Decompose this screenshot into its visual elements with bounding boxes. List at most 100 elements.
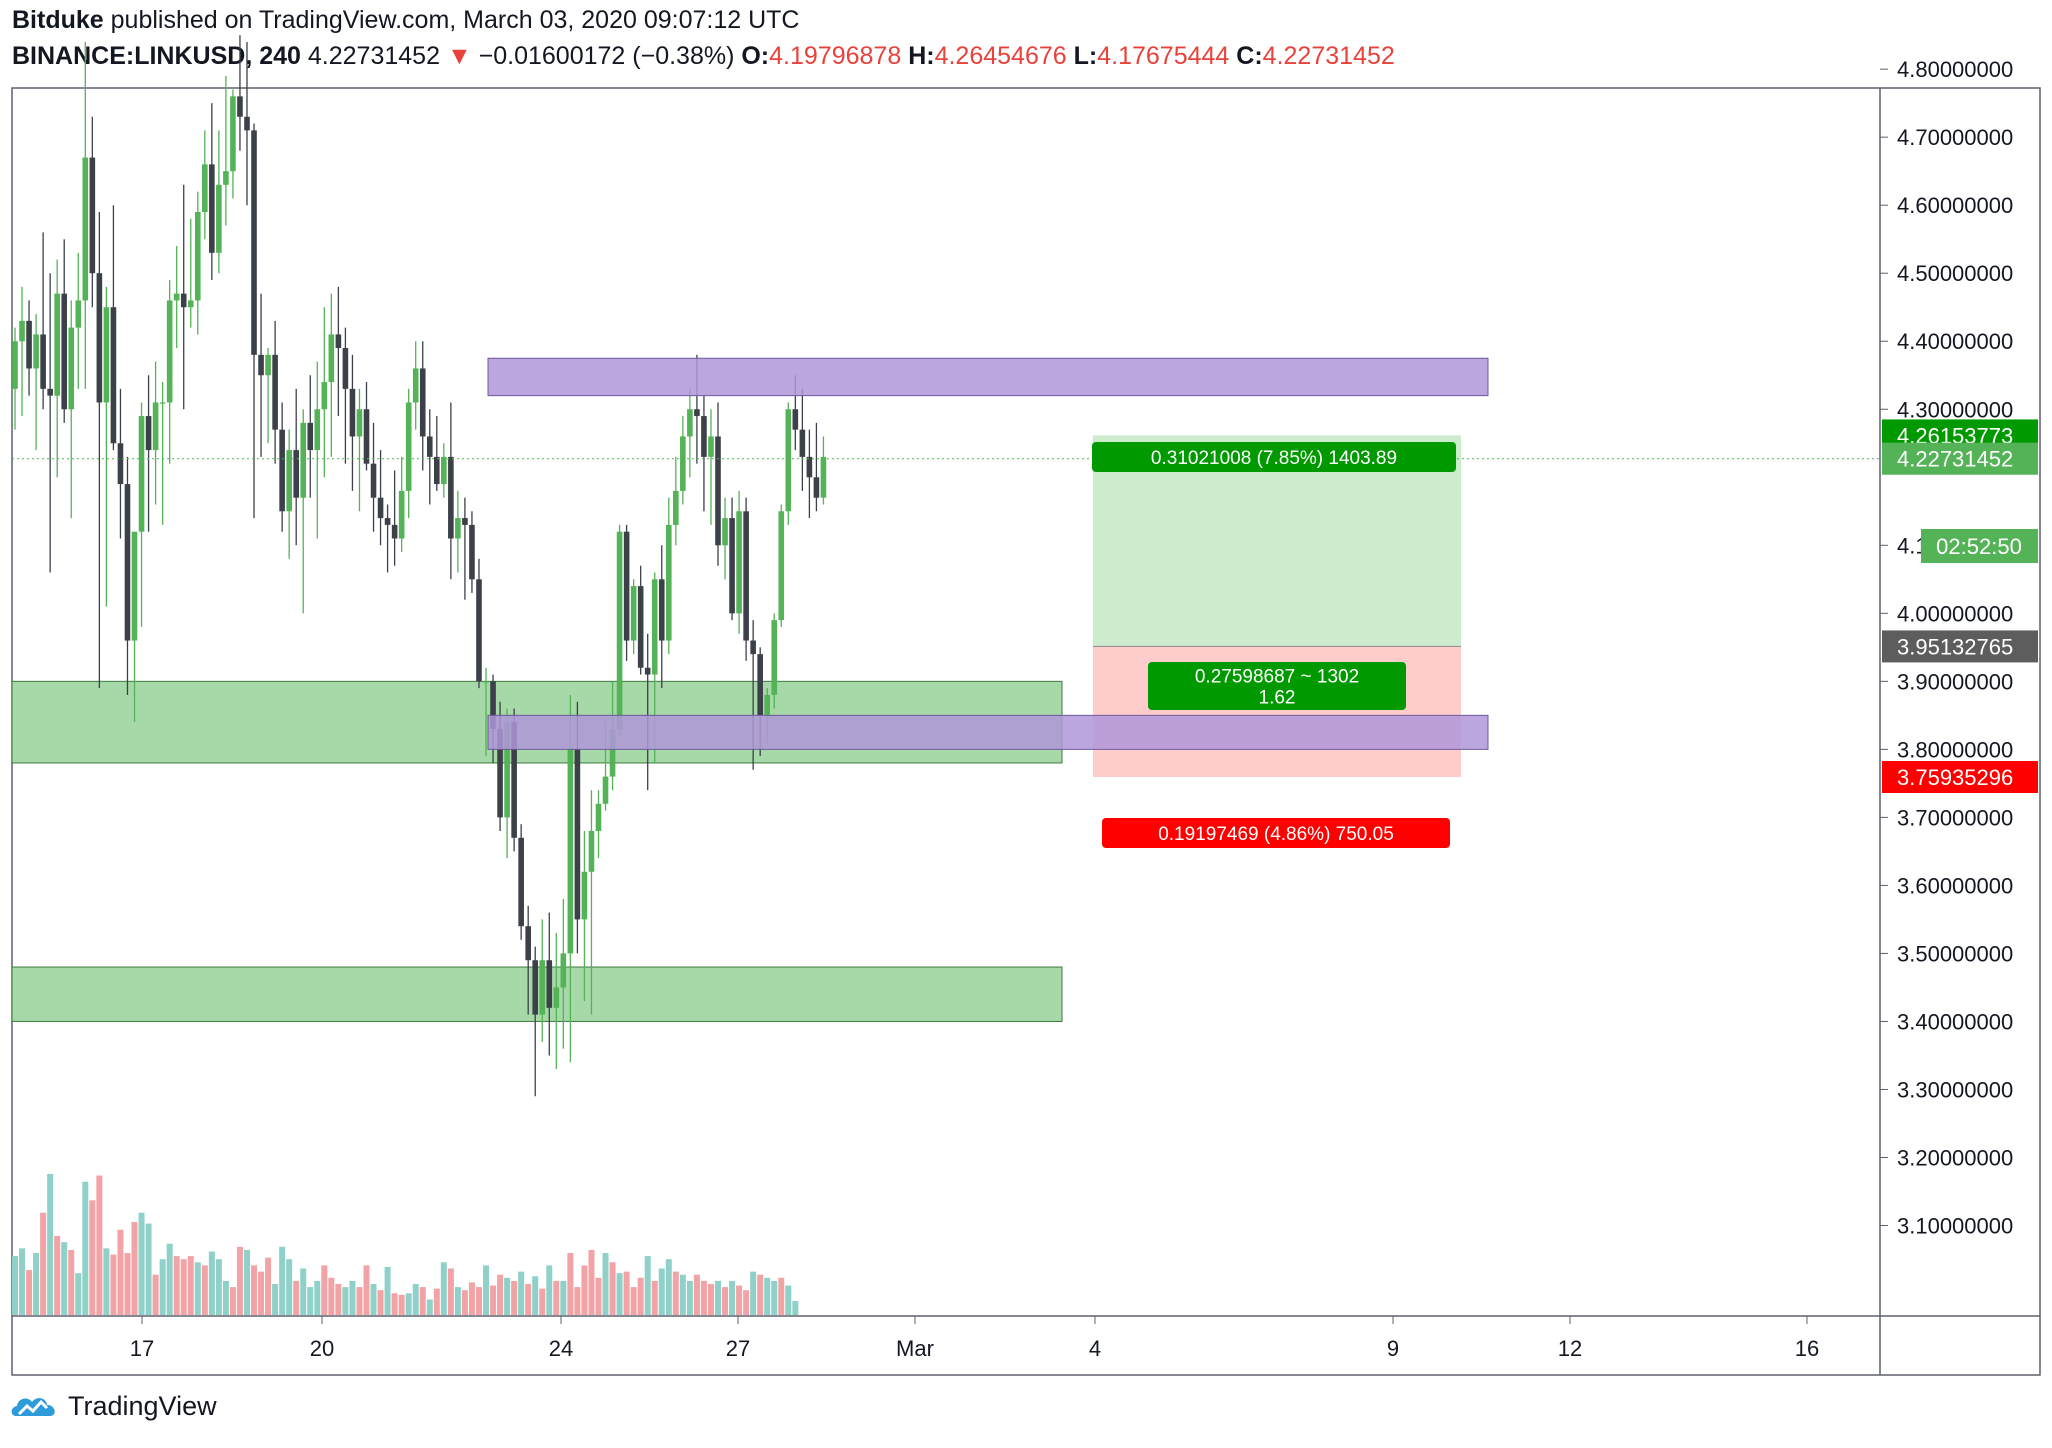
candle-body[interactable] <box>279 429 285 512</box>
candle-body[interactable] <box>237 96 243 117</box>
candle-body[interactable] <box>673 490 679 525</box>
candle-body[interactable] <box>138 416 145 532</box>
candle-body[interactable] <box>644 667 651 675</box>
candle-body[interactable] <box>152 402 159 451</box>
candle-body[interactable] <box>546 960 553 1008</box>
author-name[interactable]: Bitduke <box>12 6 104 34</box>
candle-body[interactable] <box>82 157 89 301</box>
candle-body[interactable] <box>462 518 468 525</box>
candle-body[interactable] <box>223 171 229 185</box>
candle-body[interactable] <box>448 456 454 539</box>
candle-body[interactable] <box>616 531 623 729</box>
candle-body[interactable] <box>286 450 292 512</box>
candle-body[interactable] <box>715 436 721 546</box>
candle-body[interactable] <box>26 320 32 369</box>
tradingview-footer[interactable]: TradingView <box>10 1390 217 1422</box>
candle-body[interactable] <box>103 307 110 403</box>
candle-body[interactable] <box>230 96 236 172</box>
candle-body[interactable] <box>771 620 778 695</box>
candle-body[interactable] <box>623 531 630 641</box>
candle-body[interactable] <box>173 293 180 301</box>
candle-body[interactable] <box>539 960 546 1015</box>
candle-body[interactable] <box>131 531 138 641</box>
candle-body[interactable] <box>244 116 250 131</box>
candle-body[interactable] <box>680 436 686 491</box>
candle-body[interactable] <box>159 402 166 404</box>
candle-body[interactable] <box>293 450 299 498</box>
candle-body[interactable] <box>665 524 672 641</box>
candle-body[interactable] <box>272 354 278 430</box>
candle-body[interactable] <box>750 640 756 655</box>
resistance-zone-0[interactable] <box>487 357 1489 397</box>
candle-body[interactable] <box>778 511 785 621</box>
candle-body[interactable] <box>595 803 602 831</box>
candle-body[interactable] <box>455 518 461 539</box>
candle-body[interactable] <box>426 436 433 457</box>
candle-body[interactable] <box>504 722 510 818</box>
candle-body[interactable] <box>419 368 426 437</box>
candle-body[interactable] <box>511 722 517 838</box>
candle-body[interactable] <box>166 300 173 403</box>
candle-body[interactable] <box>117 443 124 485</box>
candle-body[interactable] <box>124 484 131 641</box>
candle-body[interactable] <box>497 728 503 818</box>
candle-body[interactable] <box>54 293 60 396</box>
candle-body[interactable] <box>434 456 440 485</box>
candle-body[interactable] <box>651 579 658 675</box>
candle-body[interactable] <box>384 518 391 525</box>
candle-body[interactable] <box>251 130 257 355</box>
candle-body[interactable] <box>47 388 53 396</box>
candle-body[interactable] <box>328 334 335 383</box>
candle-body[interactable] <box>806 456 813 478</box>
candle-body[interactable] <box>398 490 405 539</box>
candle-body[interactable] <box>187 300 194 308</box>
candle-body[interactable] <box>637 586 644 668</box>
candle-body[interactable] <box>202 164 208 213</box>
candle-body[interactable] <box>630 586 637 641</box>
candle-body[interactable] <box>377 497 384 519</box>
candle-body[interactable] <box>33 334 39 369</box>
candle-body[interactable] <box>609 728 616 777</box>
stop-price-badge[interactable]: 3.75935296 <box>1882 761 2038 794</box>
resistance-zone-1[interactable] <box>487 714 1489 750</box>
entry-price-badge[interactable]: 3.95132765 <box>1882 630 2038 663</box>
candle-body[interactable] <box>736 511 742 614</box>
candle-body[interactable] <box>342 348 349 389</box>
candle-body[interactable] <box>89 157 96 274</box>
candle-body[interactable] <box>560 953 567 988</box>
candle-body[interactable] <box>441 456 447 485</box>
candle-body[interactable] <box>265 354 271 376</box>
candle-body[interactable] <box>110 307 117 444</box>
symbol-name[interactable]: BINANCE:LINKUSD, 240 <box>12 42 301 70</box>
candle-body[interactable] <box>405 402 412 491</box>
candle-body[interactable] <box>708 436 714 457</box>
candle-body[interactable] <box>490 681 496 729</box>
candle-body[interactable] <box>363 409 370 464</box>
candle-body[interactable] <box>483 681 489 683</box>
candle-body[interactable] <box>588 830 595 872</box>
candle-body[interactable] <box>209 164 215 253</box>
candle-body[interactable] <box>180 293 187 308</box>
candle-body[interactable] <box>335 334 342 349</box>
candle-body[interactable] <box>12 341 18 389</box>
candle-body[interactable] <box>391 524 398 539</box>
candle-body[interactable] <box>518 837 524 927</box>
candle-body[interactable] <box>370 463 377 498</box>
candle-body[interactable] <box>194 212 201 301</box>
candle-body[interactable] <box>145 416 152 451</box>
candle-body[interactable] <box>469 524 475 580</box>
candle-body[interactable] <box>19 320 25 342</box>
candle-body[interactable] <box>349 388 356 437</box>
candle-body[interactable] <box>314 409 321 451</box>
candle-body[interactable] <box>567 749 574 954</box>
candle-body[interactable] <box>687 409 693 437</box>
candle-body[interactable] <box>356 409 363 437</box>
candle-body[interactable] <box>581 871 588 920</box>
candle-body[interactable] <box>785 409 792 512</box>
candle-body[interactable] <box>68 327 75 410</box>
candle-body[interactable] <box>476 579 482 682</box>
candle-body[interactable] <box>532 960 539 1015</box>
candle-body[interactable] <box>525 926 531 961</box>
